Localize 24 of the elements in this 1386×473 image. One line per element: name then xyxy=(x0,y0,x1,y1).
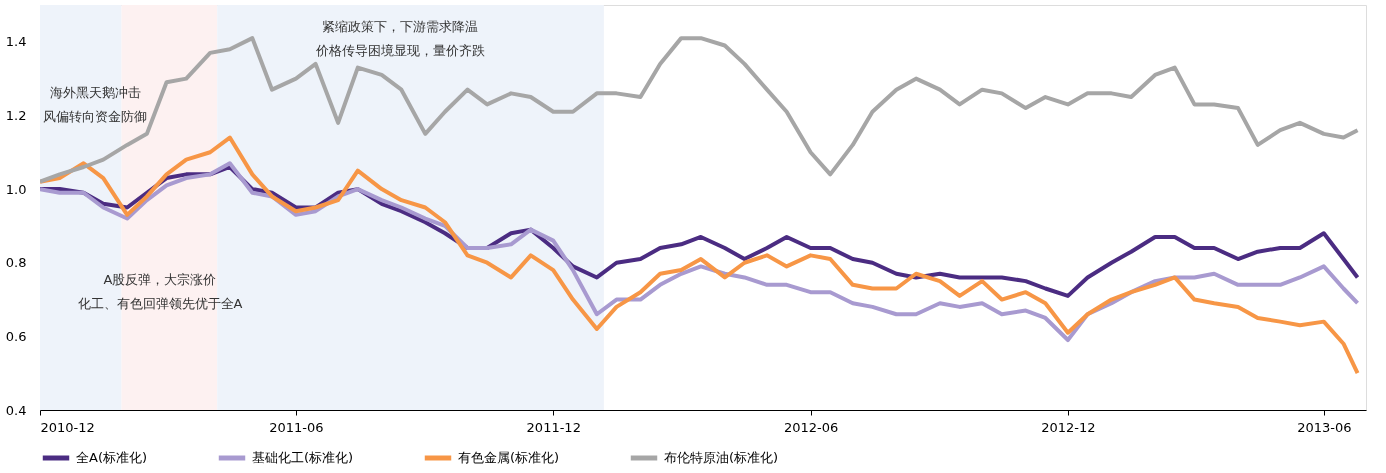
x-tick-label: 2013-06 xyxy=(1297,419,1352,435)
annotation: 化工、有色回弹领先优于全A xyxy=(77,296,243,311)
legend-label: 全A(标准化) xyxy=(76,450,148,465)
line-series xyxy=(40,36,1360,184)
y-tick-label: 1.2 xyxy=(5,107,27,123)
line-series xyxy=(40,135,1360,376)
y-tick-label: 0.4 xyxy=(5,402,27,418)
y-tick-label: 1.0 xyxy=(5,181,27,197)
x-tick-label: 2011-06 xyxy=(269,419,324,435)
x-tick-label: 2012-06 xyxy=(783,419,839,435)
annotation: 海外黑天鹅冲击 xyxy=(49,85,141,100)
y-tick-label: 0.6 xyxy=(5,328,27,344)
annotation: 风偏转向资金防御 xyxy=(43,109,147,124)
annotation: A股反弹，大宗涨价 xyxy=(103,272,217,287)
legend-label: 布伦特原油(标准化) xyxy=(664,450,779,465)
y-tick-label: 1.4 xyxy=(5,34,27,50)
y-tick-label: 0.8 xyxy=(5,255,27,271)
x-tick-label: 2010-12 xyxy=(40,419,95,435)
annotation: 价格传导困境显现，量价齐跌 xyxy=(314,43,485,58)
x-tick-label: 2012-12 xyxy=(1041,419,1096,435)
x-tick-label: 2011-12 xyxy=(526,419,581,435)
annotation: 紧缩政策下，下游需求降温 xyxy=(322,19,478,34)
legend-label: 有色金属(标准化) xyxy=(458,450,560,465)
legend-label: 基础化工(标准化) xyxy=(252,450,354,465)
